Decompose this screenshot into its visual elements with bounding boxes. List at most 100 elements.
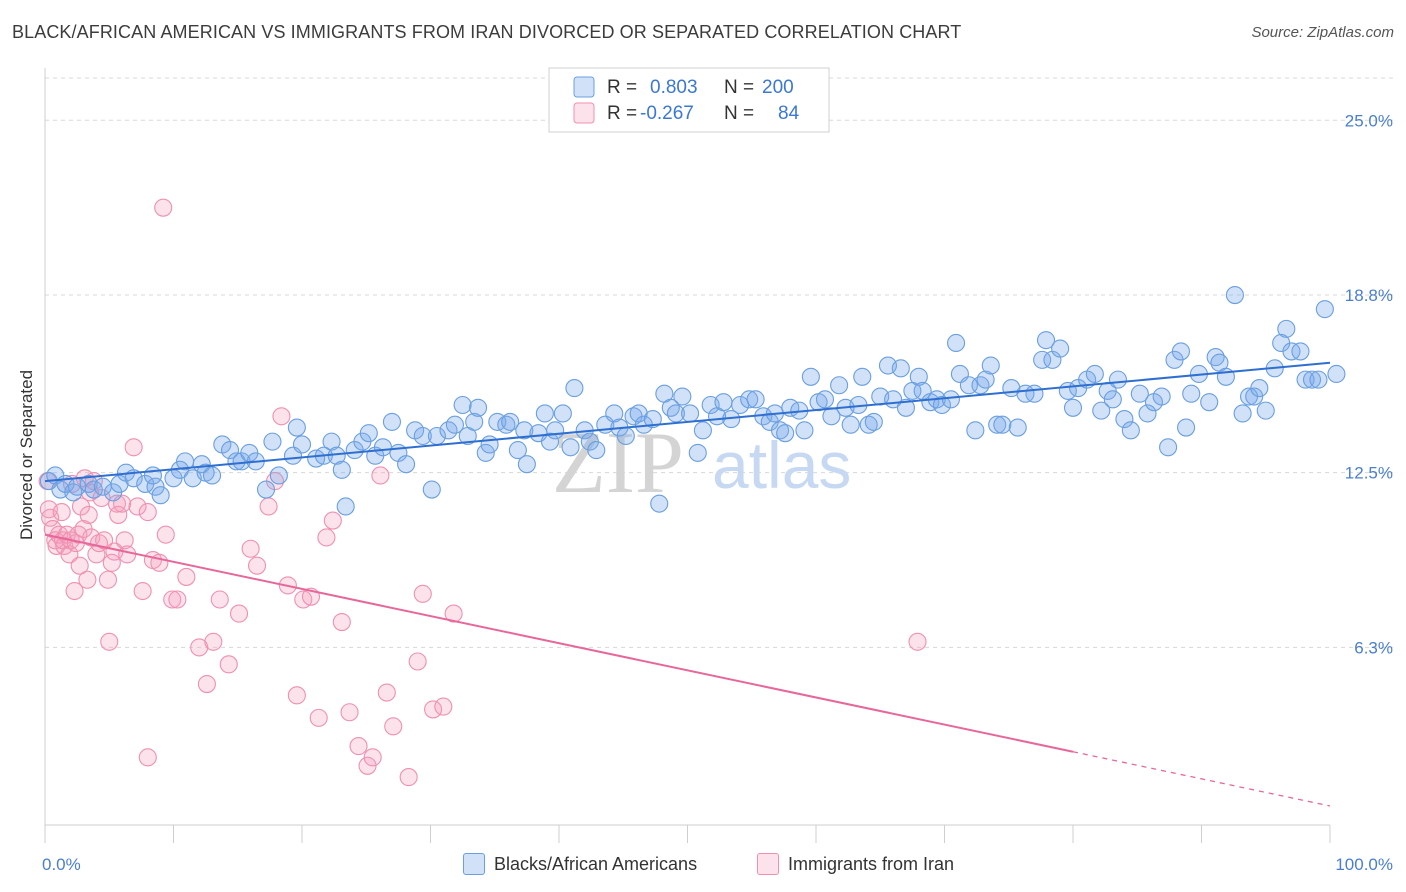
black-point — [988, 415, 1007, 434]
black-point — [1171, 342, 1190, 361]
iran-point — [204, 632, 223, 651]
iran-point — [309, 708, 328, 727]
black-point — [993, 415, 1012, 434]
black-point — [859, 415, 878, 434]
black-point — [336, 497, 355, 516]
iran-point — [138, 503, 157, 522]
black-point — [815, 390, 835, 409]
iran-point — [259, 497, 278, 516]
black-point — [891, 359, 910, 378]
iran-point — [241, 539, 260, 558]
iran-point — [138, 748, 157, 767]
black-point — [1200, 393, 1219, 412]
black-point — [445, 415, 464, 434]
legend-swatch-pink — [573, 102, 595, 124]
black-point — [1291, 342, 1310, 361]
iran-point — [124, 438, 143, 457]
black-point — [413, 426, 432, 446]
legend-n-value-1: 200 — [762, 77, 794, 98]
iran-trend-line — [44, 533, 1074, 753]
black-point — [203, 466, 222, 485]
black-point — [565, 379, 584, 398]
black-point — [508, 441, 527, 460]
black-point — [1036, 331, 1056, 350]
black-point — [220, 441, 240, 460]
iran-point — [168, 590, 187, 609]
black-point — [287, 418, 306, 437]
iran-point — [100, 632, 119, 651]
y-tick-label: 6.3% — [1354, 638, 1393, 657]
black-point — [292, 435, 312, 454]
iran-point — [60, 545, 79, 564]
iran-point — [424, 700, 443, 719]
black-point — [263, 432, 282, 451]
black-point — [976, 370, 995, 389]
black-point — [359, 424, 378, 443]
black-point — [616, 426, 635, 446]
black-point — [981, 356, 1000, 375]
iran-point — [102, 553, 121, 572]
iran-point — [444, 604, 463, 623]
black-point — [1315, 300, 1334, 319]
black-point — [1008, 418, 1027, 437]
black-point — [515, 421, 534, 440]
black-point — [650, 494, 669, 513]
iran-point — [340, 703, 359, 722]
black-point — [79, 474, 98, 493]
black-point — [517, 455, 536, 474]
black-point — [673, 387, 692, 406]
legend-item-iran[interactable]: Immigrants from Iran — [757, 853, 954, 875]
black-point — [476, 443, 495, 462]
legend-box — [548, 67, 830, 133]
black-point — [830, 376, 849, 395]
black-point — [535, 404, 554, 423]
iran-point — [399, 768, 418, 787]
black-point — [1250, 379, 1269, 398]
legend-n-label-2: N = — [724, 103, 754, 124]
black-point — [1225, 286, 1244, 305]
black-point — [795, 421, 814, 440]
y-tick-label: 18.8% — [1345, 286, 1393, 305]
black-point — [666, 404, 685, 423]
black-point — [643, 410, 662, 429]
iran-point — [219, 655, 238, 674]
black-point — [941, 390, 960, 409]
black-point — [693, 421, 712, 440]
black-point — [151, 486, 170, 505]
black-point — [1182, 384, 1201, 403]
legend-item-black[interactable]: Blacks/African Americans — [463, 853, 697, 875]
iran-point — [349, 737, 368, 756]
iran-point — [133, 581, 152, 601]
legend-r-value-1: 0.803 — [650, 77, 698, 98]
black-point — [227, 452, 246, 471]
iran-point — [154, 198, 173, 217]
black-point — [688, 443, 707, 462]
black-point — [465, 412, 484, 431]
iran-point — [287, 686, 306, 705]
black-point — [397, 455, 416, 474]
y-tick-label: 12.5% — [1345, 464, 1393, 483]
black-point — [1138, 404, 1157, 423]
black-point — [422, 480, 441, 499]
iran-point — [323, 511, 342, 530]
black-point — [322, 432, 341, 451]
iran-point — [332, 612, 351, 632]
black-point — [1033, 350, 1052, 369]
series-iran-points — [38, 198, 927, 787]
black-point — [480, 435, 499, 454]
legend-bottom: Blacks/African Americans Immigrants from… — [0, 851, 1406, 881]
black-point — [661, 398, 680, 417]
black-point — [971, 376, 990, 395]
black-point — [1296, 370, 1315, 389]
black-point — [587, 441, 606, 460]
legend-r-value-2: -0.267 — [640, 103, 694, 124]
black-point — [746, 390, 765, 409]
iran-trend-extension — [1072, 751, 1331, 807]
black-point — [546, 421, 565, 440]
iran-point — [41, 508, 60, 527]
gridlines — [45, 77, 1395, 648]
black-point — [468, 398, 488, 417]
black-point — [269, 466, 288, 485]
iran-point — [70, 556, 89, 575]
